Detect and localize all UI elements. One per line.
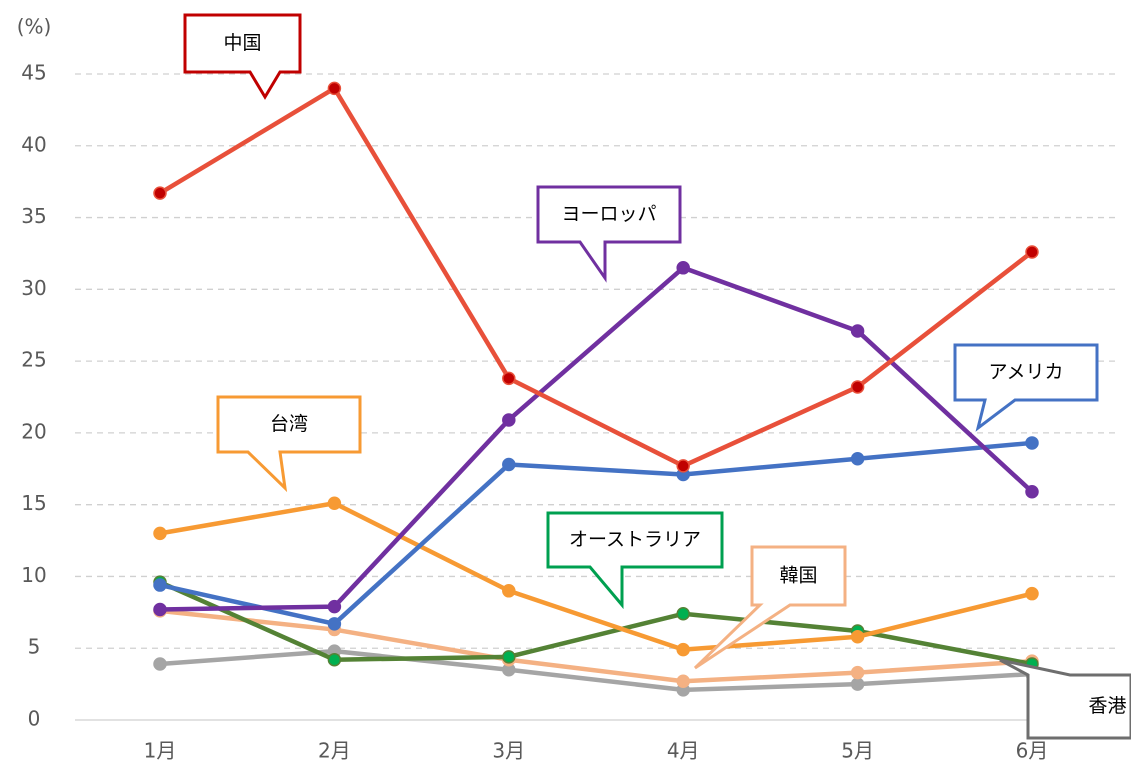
marker (153, 526, 167, 541)
marker (850, 324, 865, 338)
series-line (159, 440, 1033, 627)
marker (502, 650, 516, 664)
marker (1025, 245, 1039, 259)
callout (953, 343, 1099, 432)
callout (999, 658, 1131, 740)
y-tick-label: 35 (21, 204, 46, 228)
marker (327, 599, 342, 614)
x-tick-label: 1月 (144, 739, 177, 763)
y-tick-label: 10 (21, 563, 46, 587)
legend-label: 中国 (223, 32, 261, 54)
marker (502, 584, 516, 598)
marker (153, 602, 167, 617)
callout (216, 395, 362, 493)
series-line (158, 86, 1034, 469)
marker (676, 642, 690, 657)
callout (546, 511, 724, 610)
marker (153, 578, 167, 592)
marker (327, 652, 342, 667)
legend-label: 韓国 (779, 565, 817, 587)
series-line (159, 580, 1033, 667)
marker (502, 371, 516, 386)
legend-label: ヨーロッパ (561, 203, 656, 225)
marker (327, 81, 342, 96)
legend-label: オーストラリア (569, 529, 701, 551)
series-line (159, 265, 1034, 612)
y-tick-label: 0 (28, 707, 41, 731)
y-tick-label: 45 (21, 61, 46, 85)
y-tick-label: 30 (21, 276, 46, 300)
marker (850, 451, 865, 466)
x-tick-label: 3月 (492, 739, 525, 763)
series-line (159, 500, 1033, 652)
legend-label: 香港 (1088, 695, 1126, 717)
marker (850, 677, 865, 691)
y-tick-label: 15 (21, 491, 46, 515)
callout (693, 545, 847, 670)
legend-label: 台湾 (270, 413, 308, 435)
callout (536, 185, 682, 283)
callout (183, 13, 302, 100)
y-tick-label: 25 (21, 348, 46, 372)
marker (502, 457, 516, 472)
series-line (159, 648, 1033, 693)
y-tick-label: 40 (21, 132, 46, 156)
series-line (159, 608, 1033, 684)
y-tick-label: 5 (28, 635, 41, 659)
y-axis-label: (%) (17, 15, 52, 39)
marker (327, 496, 342, 510)
y-tick-label: 20 (21, 419, 46, 443)
marker (676, 674, 690, 688)
marker (153, 657, 167, 671)
marker (327, 617, 342, 631)
x-tick-label: 2月 (318, 739, 351, 763)
legend-label: アメリカ (988, 361, 1063, 383)
x-tick-label: 4月 (667, 739, 700, 763)
marker (676, 459, 690, 473)
marker (850, 629, 865, 644)
marker (850, 380, 865, 394)
marker (1025, 586, 1039, 601)
marker (850, 665, 865, 680)
marker (502, 413, 516, 427)
marker (1025, 436, 1039, 450)
marker (676, 607, 690, 621)
marker (1025, 484, 1039, 499)
x-tick-label: 5月 (841, 739, 874, 763)
marker (153, 186, 167, 200)
x-tick-label: 6月 (1016, 739, 1049, 763)
marker (676, 261, 690, 275)
